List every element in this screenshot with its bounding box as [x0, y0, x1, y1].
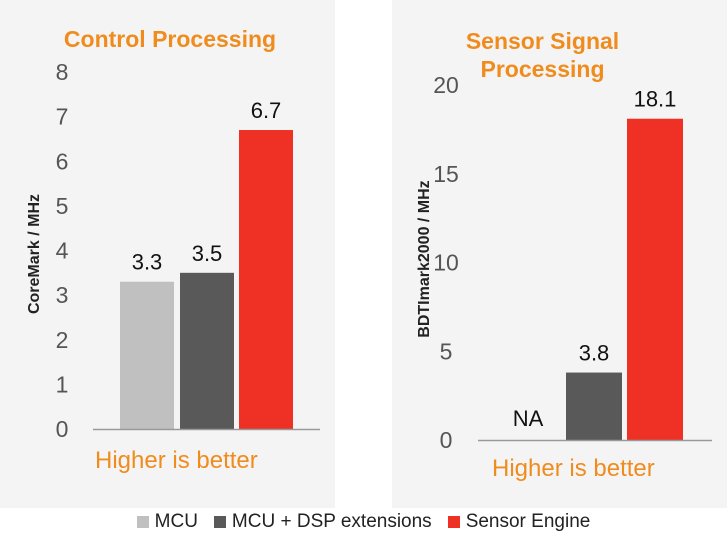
- data-label-control-0: 3.3: [132, 250, 163, 275]
- bar-sensor-1: [566, 372, 622, 440]
- y-tick-sensor-4: 20: [433, 72, 459, 98]
- y-tick-control-0: 0: [56, 416, 69, 442]
- y-tick-control-4: 4: [56, 238, 69, 264]
- legend: MCU MCU + DSP extensions Sensor Engine: [0, 510, 727, 534]
- y-tick-control-3: 3: [56, 282, 69, 308]
- legend-item-mcu-dsp: MCU + DSP extensions: [213, 511, 432, 533]
- legend-swatch-mcu-dsp: [213, 516, 226, 528]
- y-tick-control-8: 8: [56, 59, 69, 85]
- y-tick-control-2: 2: [56, 327, 69, 353]
- data-label-sensor-0: NA: [513, 406, 544, 431]
- legend-label-sensor-engine: Sensor Engine: [465, 511, 591, 532]
- y-tick-sensor-2: 10: [433, 250, 459, 276]
- data-label-control-2: 6.7: [251, 98, 282, 123]
- legend-item-sensor-engine: Sensor Engine: [447, 511, 591, 533]
- bar-sensor-2: [627, 118, 683, 440]
- bar-control-2: [239, 130, 293, 429]
- y-tick-control-6: 6: [56, 148, 69, 174]
- legend-label-mcu: MCU: [154, 511, 198, 532]
- y-tick-sensor-3: 15: [433, 161, 459, 187]
- bar-control-0: [120, 281, 174, 429]
- y-tick-control-5: 5: [56, 193, 69, 219]
- chart-title-sensor: Sensor Signal Processing: [465, 28, 620, 82]
- legend-item-mcu: MCU: [136, 511, 198, 533]
- y-tick-control-7: 7: [56, 104, 69, 130]
- data-label-control-1: 3.5: [192, 241, 223, 266]
- y-tick-sensor-0: 0: [440, 427, 453, 453]
- data-label-sensor-1: 3.8: [579, 341, 610, 366]
- annotation-control: Higher is better: [95, 447, 258, 474]
- annotation-sensor: Higher is better: [492, 455, 655, 482]
- data-label-sensor-2: 18.1: [634, 87, 677, 112]
- bar-control-1: [180, 272, 234, 429]
- y-tick-sensor-1: 5: [440, 338, 453, 364]
- legend-label-mcu-dsp: MCU + DSP extensions: [231, 511, 432, 532]
- y-tick-control-1: 1: [56, 371, 69, 397]
- legend-swatch-sensor-engine: [447, 516, 460, 528]
- legend-swatch-mcu: [136, 516, 149, 528]
- chart-title-control: Control Processing: [63, 26, 277, 52]
